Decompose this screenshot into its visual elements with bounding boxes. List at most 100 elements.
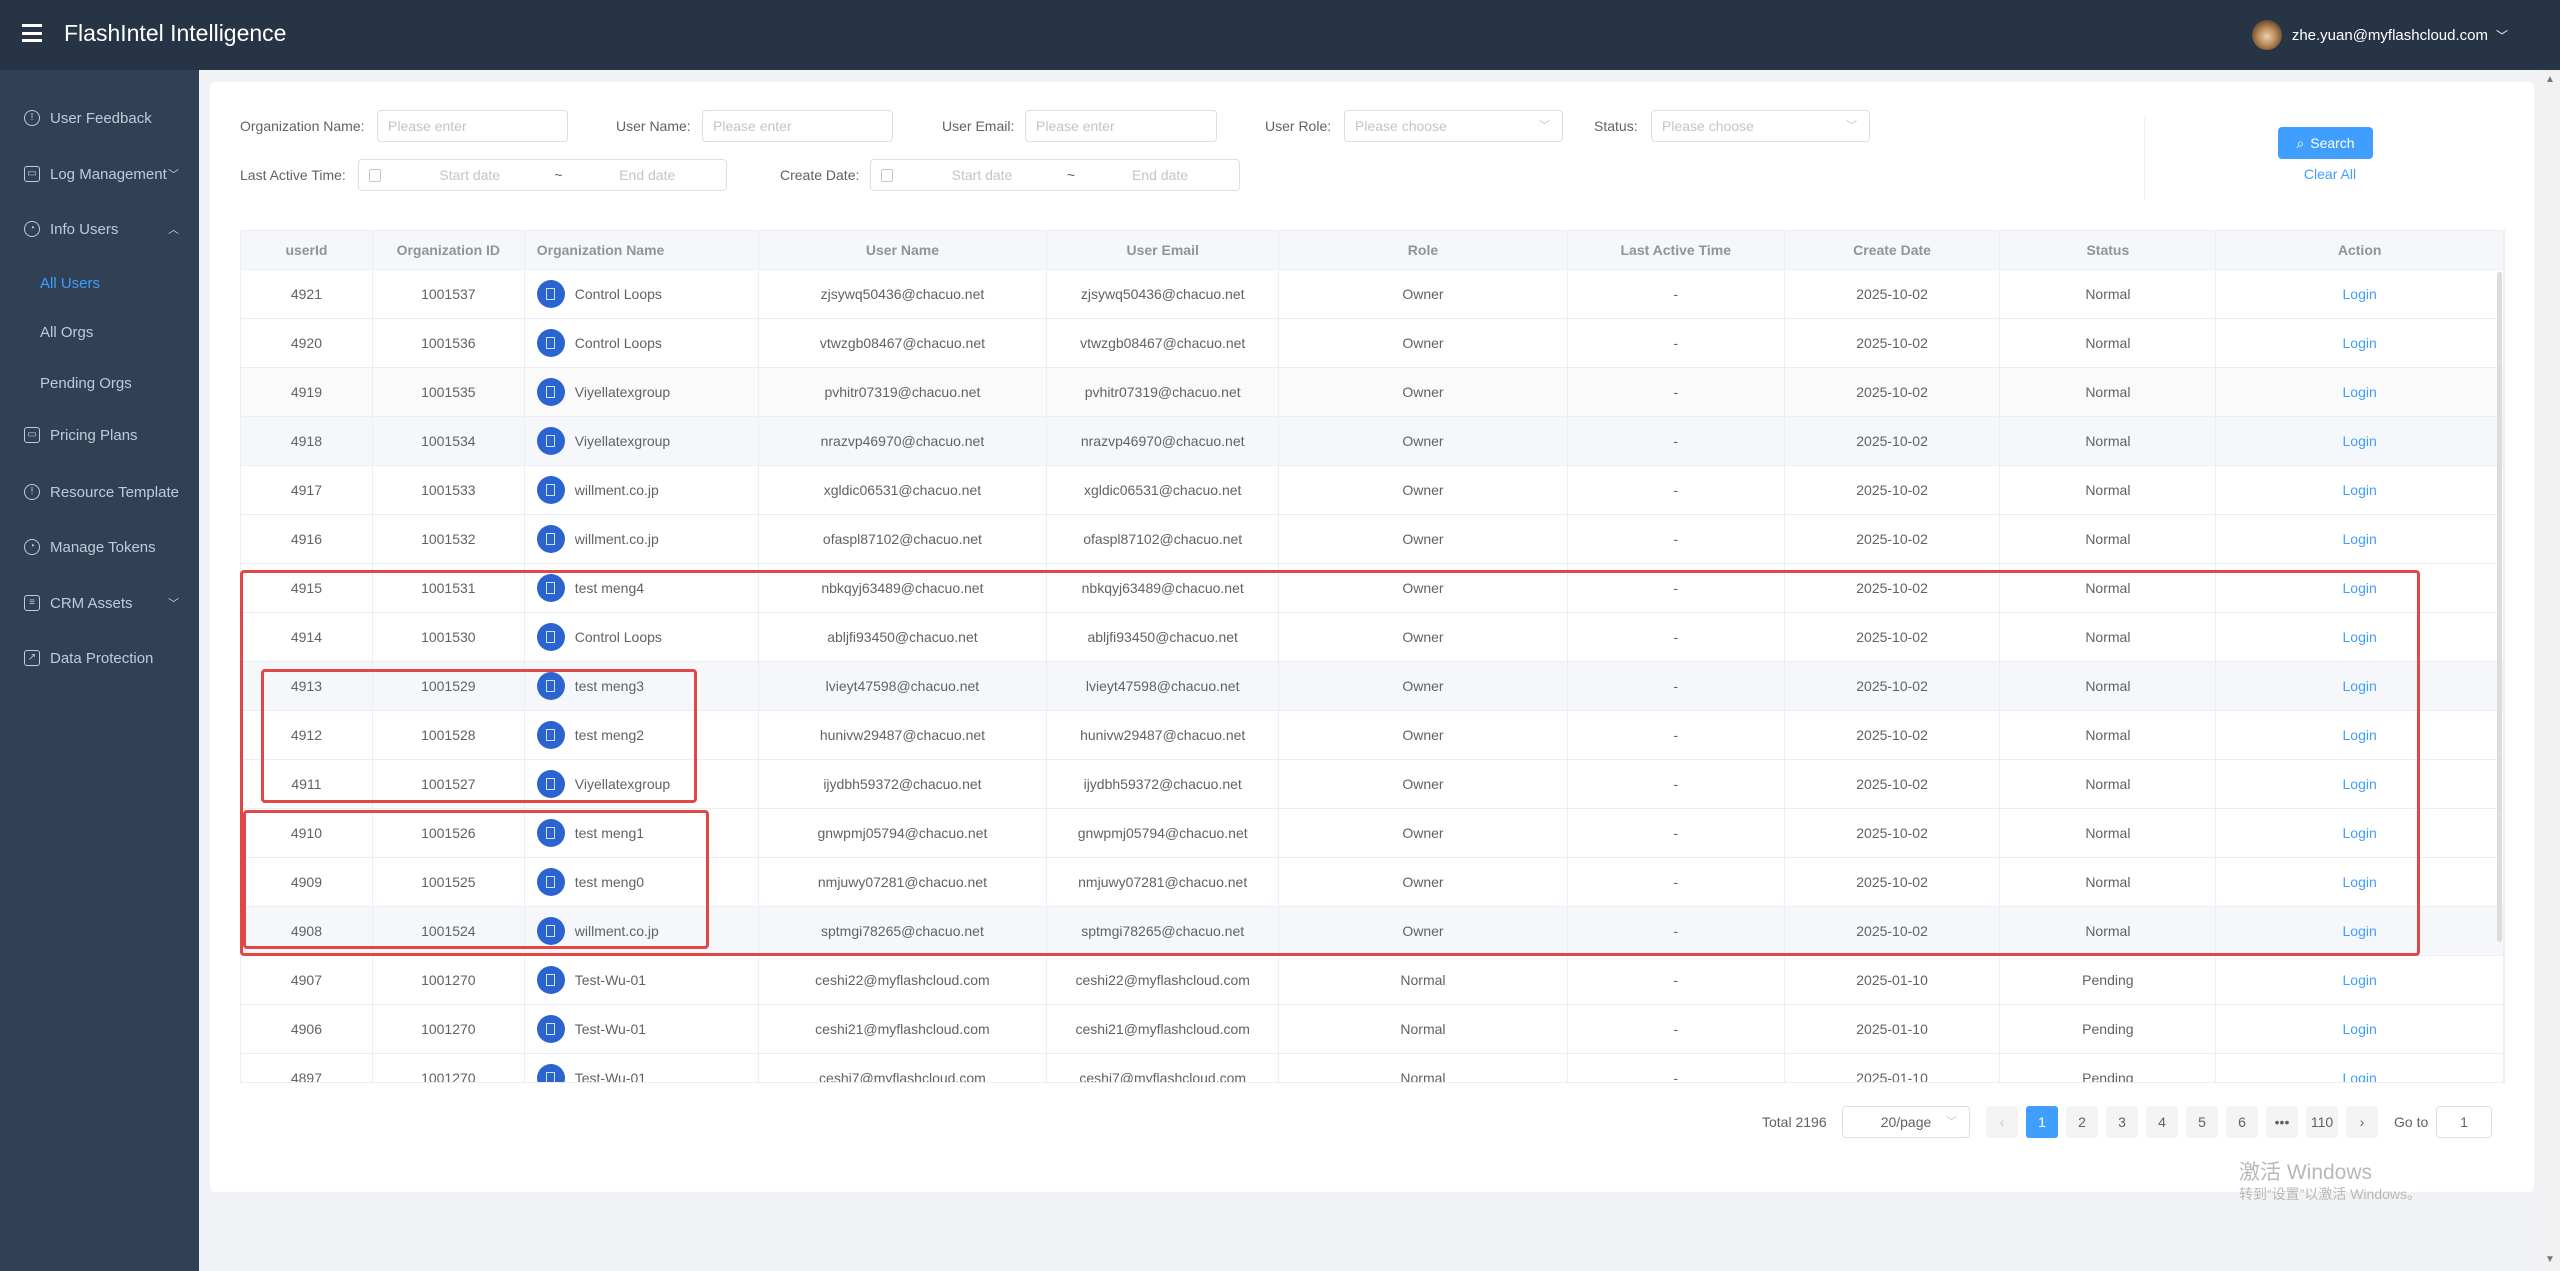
column-header-last-active[interactable]: Last Active Time: [1568, 231, 1785, 269]
cell-action[interactable]: Login: [2216, 270, 2504, 318]
login-link[interactable]: Login: [2342, 727, 2377, 743]
page-button-6[interactable]: 6: [2226, 1106, 2258, 1138]
last-active-range[interactable]: Start date ~ End date: [358, 159, 727, 191]
org-name-input[interactable]: Please enter: [377, 110, 568, 142]
column-header-action[interactable]: Action: [2216, 231, 2504, 269]
cell-text: abljfi93450@chacuo.net: [827, 629, 978, 645]
goto-input[interactable]: 1: [2436, 1106, 2492, 1138]
start-date[interactable]: Start date: [439, 167, 501, 183]
login-link[interactable]: Login: [2342, 580, 2377, 596]
cell-action[interactable]: Login: [2216, 956, 2504, 1004]
scroll-down-icon[interactable]: ▼: [2545, 1254, 2555, 1265]
sidebar-item-all-users[interactable]: All Users: [0, 263, 199, 303]
cell-status: Normal: [2000, 858, 2217, 906]
end-date[interactable]: End date: [619, 167, 676, 183]
page-button-110[interactable]: 110: [2306, 1106, 2338, 1138]
login-link[interactable]: Login: [2342, 874, 2377, 890]
sidebar-item-pricing-plans[interactable]: ▭ Pricing Plans: [0, 415, 199, 455]
cell-action[interactable]: Login: [2216, 368, 2504, 416]
cell-last-active: -: [1568, 1005, 1785, 1053]
cell-action[interactable]: Login: [2216, 809, 2504, 857]
page-button-2[interactable]: 2: [2066, 1106, 2098, 1138]
column-header-org-id[interactable]: Organization ID: [373, 231, 525, 269]
next-page-icon[interactable]: ›: [2346, 1106, 2378, 1138]
login-link[interactable]: Login: [2342, 678, 2377, 694]
more-pages-button[interactable]: •••: [2266, 1106, 2298, 1138]
table-scrollbar[interactable]: [2497, 272, 2502, 942]
cell-action[interactable]: Login: [2216, 907, 2504, 955]
search-icon: ⌕: [2296, 134, 2305, 151]
cell-action[interactable]: Login: [2216, 1005, 2504, 1053]
login-link[interactable]: Login: [2342, 433, 2377, 449]
login-link[interactable]: Login: [2342, 629, 2377, 645]
column-header-user-id[interactable]: userId: [241, 231, 373, 269]
cell-action[interactable]: Login: [2216, 417, 2504, 465]
sidebar-item-pending-orgs[interactable]: Pending Orgs: [0, 363, 199, 403]
prev-page-icon[interactable]: ‹: [1986, 1106, 2018, 1138]
clear-all-link[interactable]: Clear All: [2303, 166, 2357, 182]
cell-action[interactable]: Login: [2216, 466, 2504, 514]
column-header-user-email[interactable]: User Email: [1047, 231, 1280, 269]
cell-text: -: [1673, 629, 1679, 645]
login-link[interactable]: Login: [2342, 482, 2377, 498]
cell-action[interactable]: Login: [2216, 858, 2504, 906]
login-link[interactable]: Login: [2342, 1070, 2377, 1083]
login-link[interactable]: Login: [2342, 776, 2377, 792]
sidebar-item-resource-template[interactable]: ! Resource Template: [0, 472, 199, 512]
cell-user-id: 4917: [241, 466, 373, 514]
user-role-select[interactable]: Please choose ﹀: [1344, 110, 1563, 142]
sidebar-item-crm-assets[interactable]: ≡ CRM Assets ﹀: [0, 583, 199, 623]
sidebar-item-data-protection[interactable]: ↗ Data Protection: [0, 638, 199, 678]
column-header-user-name[interactable]: User Name: [759, 231, 1048, 269]
sidebar-item-info-users[interactable]: ◔ Info Users ︿: [0, 209, 199, 249]
login-link[interactable]: Login: [2342, 1021, 2377, 1037]
page-button-4[interactable]: 4: [2146, 1106, 2178, 1138]
cell-text: Normal: [2085, 433, 2131, 449]
cell-action[interactable]: Login: [2216, 515, 2504, 563]
cell-action[interactable]: Login: [2216, 662, 2504, 710]
sidebar-item-user-feedback[interactable]: ! User Feedback: [0, 98, 199, 138]
column-header-create-date[interactable]: Create Date: [1785, 231, 2001, 269]
cell-user-name: lvieyt47598@chacuo.net: [759, 662, 1048, 710]
end-date[interactable]: End date: [1131, 167, 1189, 183]
login-link[interactable]: Login: [2342, 335, 2377, 351]
cell-action[interactable]: Login: [2216, 319, 2504, 367]
column-header-status[interactable]: Status: [2000, 231, 2217, 269]
cell-action[interactable]: Login: [2216, 760, 2504, 808]
page-size-select[interactable]: 20/page ﹀: [1842, 1106, 1970, 1138]
cell-action[interactable]: Login: [2216, 613, 2504, 661]
page-button-3[interactable]: 3: [2106, 1106, 2138, 1138]
user-menu[interactable]: zhe.yuan@myflashcloud.com ﹀: [2251, 20, 2508, 50]
login-link[interactable]: Login: [2342, 923, 2377, 939]
login-link[interactable]: Login: [2342, 825, 2377, 841]
search-button[interactable]: ⌕ Search: [2278, 127, 2373, 159]
cell-action[interactable]: Login: [2216, 711, 2504, 759]
scroll-up-icon[interactable]: ▲: [2545, 74, 2555, 85]
login-link[interactable]: Login: [2342, 384, 2377, 400]
status-select[interactable]: Please choose ﹀: [1651, 110, 1870, 142]
cell-user-email: sptmgi78265@chacuo.net: [1047, 907, 1280, 955]
login-link[interactable]: Login: [2342, 972, 2377, 988]
login-link[interactable]: Login: [2342, 531, 2377, 547]
cell-action[interactable]: Login: [2216, 1054, 2504, 1083]
column-header-org-name[interactable]: Organization Name: [525, 231, 759, 269]
start-date[interactable]: Start date: [951, 167, 1013, 183]
page-button-5[interactable]: 5: [2186, 1106, 2218, 1138]
page-button-1[interactable]: 1: [2026, 1106, 2058, 1138]
cell-org-id: 1001270: [373, 956, 525, 1004]
cell-role: Owner: [1279, 662, 1568, 710]
cell-text: gnwpmj05794@chacuo.net: [1077, 825, 1248, 841]
menu-toggle-icon[interactable]: [22, 24, 42, 42]
login-link[interactable]: Login: [2342, 286, 2377, 302]
create-date-range[interactable]: Start date ~ End date: [870, 159, 1240, 191]
chevron-down-icon: ﹀: [1846, 120, 1857, 132]
sidebar-item-log-management[interactable]: ▭ Log Management ﹀: [0, 154, 199, 194]
cell-org-id: 1001530: [373, 613, 525, 661]
column-header-role[interactable]: Role: [1279, 231, 1568, 269]
cell-action[interactable]: Login: [2216, 564, 2504, 612]
sidebar-item-all-orgs[interactable]: All Orgs: [0, 312, 199, 352]
sidebar-item-manage-tokens[interactable]: ◔ Manage Tokens: [0, 527, 199, 567]
user-email-input[interactable]: Please enter: [1025, 110, 1217, 142]
user-name-input[interactable]: Please enter: [702, 110, 893, 142]
page-scrollbar[interactable]: ▲ ▼: [2540, 70, 2560, 1271]
